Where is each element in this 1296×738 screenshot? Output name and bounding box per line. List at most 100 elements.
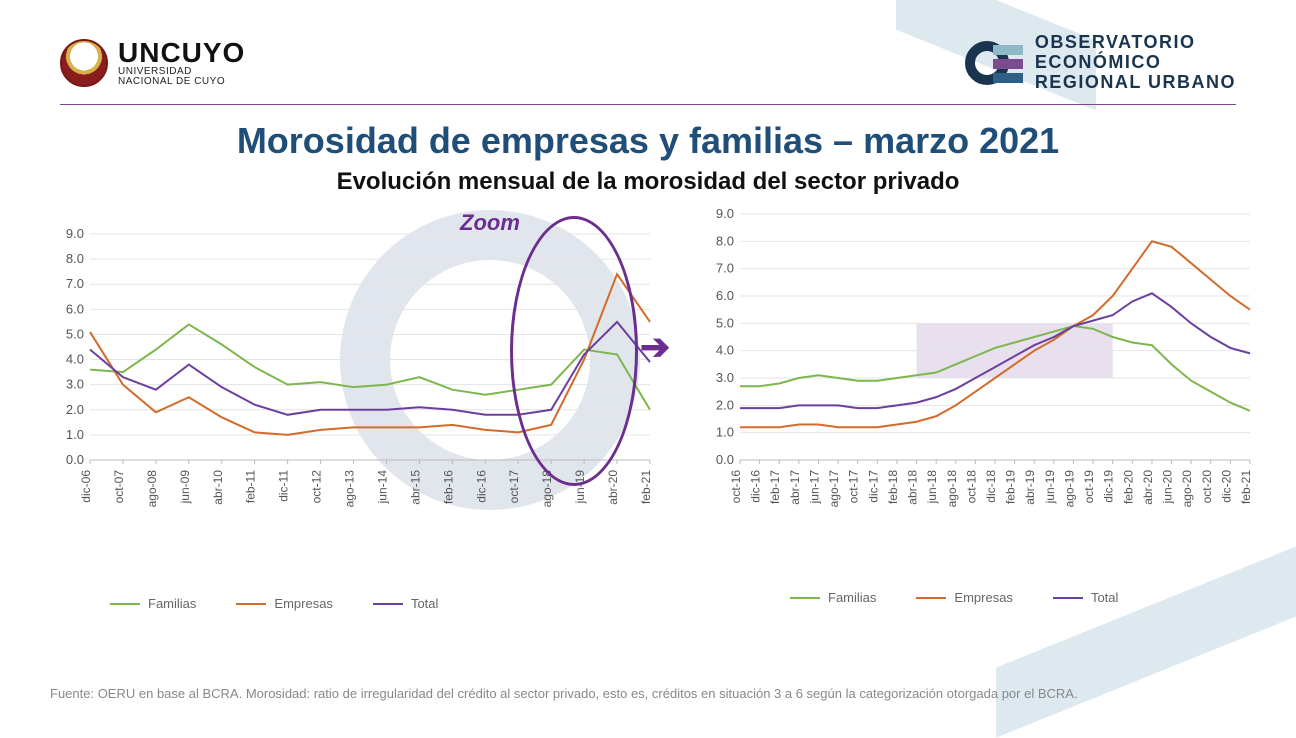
header: UNCUYO UNIVERSIDAD NACIONAL DE CUYO OBSE… xyxy=(60,28,1236,98)
legend-item-familias: Familias xyxy=(110,596,196,611)
x-tick-label: jun-18 xyxy=(925,470,939,505)
y-tick-label: 1.0 xyxy=(66,427,84,442)
zoom-ellipse xyxy=(510,216,638,486)
x-tick-label: oct-12 xyxy=(310,470,324,504)
x-tick-label: feb-19 xyxy=(1004,470,1018,504)
x-tick-label: dic-17 xyxy=(866,470,880,503)
arrow-right-icon: ➔ xyxy=(640,326,670,368)
logo-uncuyo: UNCUYO UNIVERSIDAD NACIONAL DE CUYO xyxy=(60,39,245,87)
chart-zoom-timeline: 0.01.02.03.04.05.06.07.08.09.0oct-16dic-… xyxy=(700,210,1260,530)
y-tick-label: 1.0 xyxy=(716,425,734,440)
x-tick-label: abr-20 xyxy=(1141,470,1155,505)
x-tick-label: feb-21 xyxy=(1239,470,1253,504)
legend-label: Total xyxy=(1091,590,1118,605)
uncuyo-sub2: NACIONAL DE CUYO xyxy=(118,77,245,87)
legend-chart2: Familias Empresas Total xyxy=(790,590,1118,605)
x-tick-label: abr-10 xyxy=(211,470,225,505)
x-tick-label: dic-18 xyxy=(984,470,998,503)
legend-swatch xyxy=(110,603,140,605)
x-tick-label: dic-19 xyxy=(1102,470,1116,503)
legend-label: Empresas xyxy=(274,596,333,611)
oeru-mark-icon xyxy=(965,35,1021,91)
x-tick-label: ago-13 xyxy=(343,470,357,508)
x-tick-label: oct-07 xyxy=(112,470,126,504)
x-tick-label: oct-16 xyxy=(729,470,743,504)
y-tick-label: 5.0 xyxy=(66,326,84,341)
x-tick-label: oct-17 xyxy=(507,470,521,504)
y-tick-label: 3.0 xyxy=(716,370,734,385)
legend-label: Empresas xyxy=(954,590,1013,605)
y-tick-label: 7.0 xyxy=(66,276,84,291)
y-tick-label: 2.0 xyxy=(66,402,84,417)
x-tick-label: jun-09 xyxy=(178,470,192,505)
x-tick-label: feb-18 xyxy=(886,470,900,504)
legend-swatch xyxy=(1053,597,1083,599)
y-tick-label: 8.0 xyxy=(66,251,84,266)
x-tick-label: jun-14 xyxy=(375,470,389,505)
oeru-line3: REGIONAL URBANO xyxy=(1035,73,1236,93)
legend-swatch xyxy=(236,603,266,605)
y-tick-label: 8.0 xyxy=(716,233,734,248)
x-tick-label: ago-20 xyxy=(1180,470,1194,508)
y-tick-label: 0.0 xyxy=(716,452,734,467)
x-tick-label: feb-20 xyxy=(1121,470,1135,504)
x-tick-label: abr-17 xyxy=(788,470,802,505)
oeru-line2: ECONÓMICO xyxy=(1035,53,1236,73)
x-tick-label: oct-20 xyxy=(1200,470,1214,504)
x-tick-label: dic-16 xyxy=(474,470,488,503)
legend-item-total: Total xyxy=(373,596,438,611)
x-tick-label: feb-16 xyxy=(441,470,455,504)
legend-item-familias: Familias xyxy=(790,590,876,605)
x-tick-label: dic-16 xyxy=(749,470,763,503)
x-tick-label: feb-11 xyxy=(244,470,258,503)
y-tick-label: 7.0 xyxy=(716,261,734,276)
watermark-band-bottom xyxy=(996,530,1296,737)
y-tick-label: 9.0 xyxy=(66,226,84,241)
header-divider xyxy=(60,104,1236,105)
legend-chart1: Familias Empresas Total xyxy=(110,596,438,611)
x-tick-label: ago-08 xyxy=(145,470,159,508)
y-tick-label: 3.0 xyxy=(66,377,84,392)
x-tick-label: dic-11 xyxy=(277,470,291,502)
y-tick-label: 5.0 xyxy=(716,315,734,330)
x-tick-label: abr-15 xyxy=(408,470,422,505)
y-tick-label: 4.0 xyxy=(716,343,734,358)
x-tick-label: feb-17 xyxy=(768,470,782,504)
legend-label: Familias xyxy=(148,596,196,611)
y-tick-label: 6.0 xyxy=(716,288,734,303)
uncuyo-name: UNCUYO xyxy=(118,39,245,67)
x-tick-label: dic-06 xyxy=(79,470,93,503)
legend-swatch xyxy=(373,603,403,605)
x-tick-label: dic-20 xyxy=(1219,470,1233,503)
source-footnote: Fuente: OERU en base al BCRA. Morosidad:… xyxy=(50,686,1246,701)
x-tick-label: abr-18 xyxy=(906,470,920,505)
x-tick-label: abr-19 xyxy=(1023,470,1037,505)
legend-label: Total xyxy=(411,596,438,611)
logo-oeru: OBSERVATORIO ECONÓMICO REGIONAL URBANO xyxy=(965,33,1236,92)
x-tick-label: oct-18 xyxy=(964,470,978,504)
x-tick-label: ago-18 xyxy=(945,470,959,508)
y-tick-label: 9.0 xyxy=(716,206,734,221)
x-tick-label: oct-17 xyxy=(847,470,861,504)
x-tick-label: jun-19 xyxy=(1043,470,1057,505)
x-tick-label: ago-19 xyxy=(1062,470,1076,508)
y-tick-label: 0.0 xyxy=(66,452,84,467)
zoom-label: Zoom xyxy=(460,210,520,236)
legend-item-empresas: Empresas xyxy=(916,590,1013,605)
page-title: Morosidad de empresas y familias – marzo… xyxy=(0,120,1296,162)
y-tick-label: 4.0 xyxy=(66,352,84,367)
x-tick-label: jun-17 xyxy=(807,470,821,505)
legend-item-total: Total xyxy=(1053,590,1118,605)
x-tick-label: jun-20 xyxy=(1161,470,1175,505)
x-tick-label: abr-20 xyxy=(606,470,620,505)
x-tick-label: oct-19 xyxy=(1082,470,1096,504)
y-tick-label: 6.0 xyxy=(66,301,84,316)
page-subtitle: Evolución mensual de la morosidad del se… xyxy=(0,168,1296,196)
legend-item-empresas: Empresas xyxy=(236,596,333,611)
uncuyo-seal-icon xyxy=(60,39,108,87)
x-tick-label: feb-21 xyxy=(639,470,653,504)
y-tick-label: 2.0 xyxy=(716,397,734,412)
legend-label: Familias xyxy=(828,590,876,605)
oeru-line1: OBSERVATORIO xyxy=(1035,33,1236,53)
legend-swatch xyxy=(916,597,946,599)
